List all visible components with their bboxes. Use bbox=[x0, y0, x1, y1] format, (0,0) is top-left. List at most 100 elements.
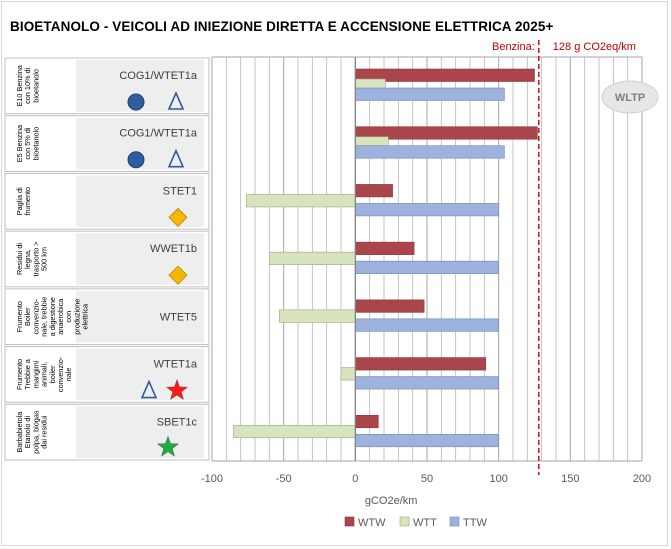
category-label-line: convenzio- bbox=[56, 356, 65, 392]
category-label-line: con bbox=[64, 311, 73, 323]
bar-wtt bbox=[269, 251, 356, 265]
category-code: COG1/WTET1a bbox=[119, 128, 198, 140]
bar-wtt bbox=[279, 309, 356, 323]
category-label-line: convenzio- bbox=[31, 299, 40, 335]
bar-wtw bbox=[355, 184, 393, 198]
triangle-symbol-icon bbox=[167, 148, 185, 168]
bar-ttw bbox=[355, 260, 499, 274]
category-code-panel bbox=[76, 290, 204, 343]
x-tick-label: 50 bbox=[421, 473, 433, 485]
bar-wtw bbox=[355, 357, 487, 371]
category-label-group: FrumentoTrebbie amangimianimali,boilerco… bbox=[15, 356, 73, 392]
category-label-group: Residui dilegna,trasporto >500 km bbox=[15, 241, 49, 276]
category-label-line: trasporto > bbox=[31, 241, 40, 276]
x-tick-label: 200 bbox=[633, 473, 651, 485]
legend-swatch-wtt bbox=[399, 516, 410, 527]
legend-label-ttw: TTW bbox=[463, 517, 487, 529]
category-label-line: produzione bbox=[72, 299, 81, 335]
category-label-group: E10 Benzinacon 10% dibioetanolo bbox=[15, 64, 40, 106]
category-code: WTET5 bbox=[160, 312, 197, 324]
category-label-line: 500 km bbox=[40, 247, 49, 271]
bar-wtt bbox=[233, 424, 356, 439]
category-label-line: nale bbox=[64, 368, 73, 382]
category-label-line: con 5% di bbox=[23, 127, 32, 159]
category-label-group: BarbabietolaEtanolo dipolpa, biogasdai r… bbox=[15, 410, 49, 454]
category-label: E10 Benzinacon 10% dibioetanolo bbox=[15, 64, 40, 106]
category-label-line: mangimi bbox=[31, 360, 40, 388]
category-label-line: Trebbie a bbox=[23, 358, 32, 389]
x-tick-label: 100 bbox=[489, 473, 507, 485]
reference-value: 128 g CO2eq/km bbox=[553, 41, 636, 53]
bar-ttw bbox=[355, 203, 499, 217]
red-star-icon bbox=[165, 379, 189, 400]
diamond-symbol-icon bbox=[168, 207, 188, 227]
bar-wtw bbox=[355, 241, 415, 255]
category-label-line: frumento bbox=[23, 187, 32, 216]
category-code: WTET1a bbox=[154, 359, 198, 371]
category-label-line: anaerobica bbox=[56, 298, 65, 335]
category-label-group: FrumentoBoilerconvenzio-nale, trebbiea d… bbox=[15, 297, 90, 337]
category-label-line: nale, trebbie bbox=[40, 297, 49, 337]
legend-swatch-wtw bbox=[344, 516, 355, 527]
category-label-line: Paglia di bbox=[15, 187, 24, 215]
legend-label-wtt: WTT bbox=[413, 517, 437, 529]
triangle-symbol-icon bbox=[167, 91, 185, 110]
legend-swatch-ttw bbox=[449, 516, 460, 527]
bar-ttw bbox=[355, 318, 499, 332]
triangle-symbol-icon bbox=[140, 379, 158, 399]
category-code: COG1/WTET1a bbox=[119, 70, 198, 82]
category-code-panel bbox=[76, 406, 204, 458]
category-label-line: elettrica bbox=[81, 303, 90, 329]
x-tick-label: 0 bbox=[352, 473, 358, 485]
bar-wtw bbox=[355, 299, 425, 313]
x-tick-label: 150 bbox=[561, 473, 579, 485]
category-label-line: boiler bbox=[48, 365, 57, 383]
category-label-line: E10 Benzina bbox=[15, 64, 24, 106]
category-label-line: E5 Benzina bbox=[15, 124, 24, 162]
category-label: FrumentoBoilerconvenzio-nale, trebbiea d… bbox=[15, 297, 90, 337]
bar-wtw bbox=[355, 414, 379, 429]
category-label-group: E5 Benzinacon 5% dibioetanolo bbox=[15, 124, 40, 162]
wltp-badge-label: WLTP bbox=[615, 92, 645, 104]
category-label-line: Barbabietola bbox=[15, 411, 24, 453]
category-label-line: dai residui bbox=[40, 415, 49, 449]
bar-wtt bbox=[246, 194, 356, 208]
bar-ttw bbox=[355, 433, 499, 448]
category-label-line: con 10% di bbox=[23, 67, 32, 103]
category-label-line: Residui di bbox=[15, 243, 24, 275]
category-label-line: Frumento bbox=[15, 359, 24, 390]
bar-ttw bbox=[355, 145, 505, 159]
bar-ttw bbox=[355, 87, 505, 101]
circle-symbol-icon bbox=[127, 93, 145, 111]
category-label-line: a digestione bbox=[48, 297, 57, 336]
green-star-icon bbox=[156, 435, 180, 457]
category-code-panel bbox=[76, 348, 204, 401]
wltp-badge bbox=[601, 80, 659, 114]
circle-symbol-icon bbox=[127, 151, 145, 169]
category-label-line: Etanolo di bbox=[23, 416, 32, 449]
category-label: Paglia difrumento bbox=[15, 187, 32, 216]
category-label-line: Frumento bbox=[15, 301, 24, 332]
category-label: E5 Benzinacon 5% dibioetanolo bbox=[15, 124, 40, 162]
category-label-line: bioetanolo bbox=[31, 127, 40, 161]
category-label: Residui dilegna,trasporto >500 km bbox=[15, 241, 49, 276]
x-tick-label: -50 bbox=[276, 473, 292, 485]
chart-title: BIOETANOLO - VEICOLI AD INIEZIONE DIRETT… bbox=[10, 19, 554, 34]
bar-ttw bbox=[355, 376, 499, 390]
category-label: FrumentoTrebbie amangimianimali,boilerco… bbox=[15, 356, 73, 392]
x-axis-label: gCO2e/km bbox=[365, 495, 418, 507]
category-label-line: polpa, biogas bbox=[31, 410, 40, 454]
category-label-line: Boiler bbox=[23, 307, 32, 326]
category-code: WWET1b bbox=[150, 243, 197, 255]
diamond-symbol-icon bbox=[168, 265, 188, 285]
category-label-group: Paglia difrumento bbox=[15, 187, 32, 216]
category-label-line: legna, bbox=[23, 249, 32, 269]
reference-label: Benzina: bbox=[492, 41, 535, 53]
category-label-line: bioetanolo bbox=[31, 69, 40, 103]
bar-wtt bbox=[340, 367, 356, 381]
category-label: BarbabietolaEtanolo dipolpa, biogasdai r… bbox=[15, 410, 49, 454]
legend-label-wtw: WTW bbox=[358, 517, 386, 529]
category-label-line: animali, bbox=[40, 362, 49, 387]
